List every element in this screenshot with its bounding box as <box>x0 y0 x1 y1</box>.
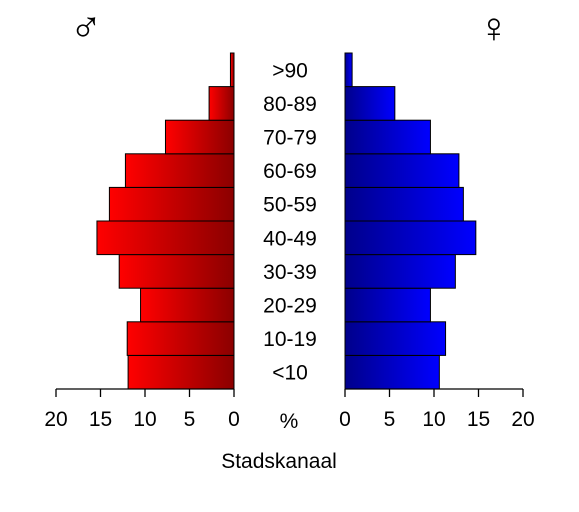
female-tick-label-0: 0 <box>339 408 351 431</box>
female-bar-9 <box>344 52 353 88</box>
female-bar-7 <box>344 119 431 155</box>
age-label-0: <10 <box>272 362 308 385</box>
male-x-axis: 0 5 10 15 20 <box>44 388 240 431</box>
male-bar-3 <box>118 254 235 289</box>
male-bar-4 <box>96 220 235 256</box>
male-bar-2 <box>140 287 235 323</box>
female-tick-label-1: 5 <box>384 408 396 431</box>
female-tick-label-4: 20 <box>511 408 534 431</box>
age-group-labels: <10 10-19 20-29 30-39 40-49 50-59 60-69 70-79 80… <box>263 59 317 384</box>
female-bar-5 <box>344 186 464 222</box>
chart-caption: Stadskanaal <box>221 450 337 473</box>
male-tick-label-1: 5 <box>184 408 196 431</box>
female-bar-6 <box>344 153 460 188</box>
female-x-axis: 0 5 10 15 20 <box>339 388 535 431</box>
male-bars <box>96 52 235 390</box>
unit-label: % <box>280 410 299 433</box>
male-bar-0 <box>127 354 235 390</box>
age-label-6: 60-69 <box>263 160 317 183</box>
female-bar-0 <box>344 354 440 390</box>
female-bar-4 <box>344 220 477 256</box>
male-symbol: ♂ <box>70 3 103 52</box>
male-bar-5 <box>108 186 235 222</box>
male-tick-label-2: 10 <box>133 408 156 431</box>
female-tick-label-2: 10 <box>422 408 445 431</box>
age-label-9: >90 <box>272 59 308 82</box>
female-bar-2 <box>344 287 431 323</box>
female-tick-label-3: 15 <box>467 408 490 431</box>
male-tick-label-4: 20 <box>44 408 67 431</box>
male-tick-label-0: 0 <box>228 408 240 431</box>
male-bar-6 <box>124 153 235 188</box>
male-tick-label-3: 15 <box>89 408 112 431</box>
age-label-1: 10-19 <box>263 328 317 351</box>
female-bars <box>344 52 477 390</box>
male-bar-1 <box>126 321 235 356</box>
age-label-8: 80-89 <box>263 93 317 116</box>
age-label-5: 50-59 <box>263 194 317 217</box>
age-label-4: 40-49 <box>263 227 317 250</box>
male-bar-9 <box>229 52 235 88</box>
age-label-7: 70-79 <box>263 127 317 150</box>
female-bar-8 <box>344 86 396 121</box>
age-label-2: 20-29 <box>263 295 317 318</box>
age-label-3: 30-39 <box>263 261 317 284</box>
male-bar-7 <box>164 119 235 155</box>
female-symbol: ♀ <box>478 4 510 51</box>
female-bar-1 <box>344 321 447 356</box>
female-bar-3 <box>344 254 456 289</box>
male-bar-8 <box>208 86 235 121</box>
